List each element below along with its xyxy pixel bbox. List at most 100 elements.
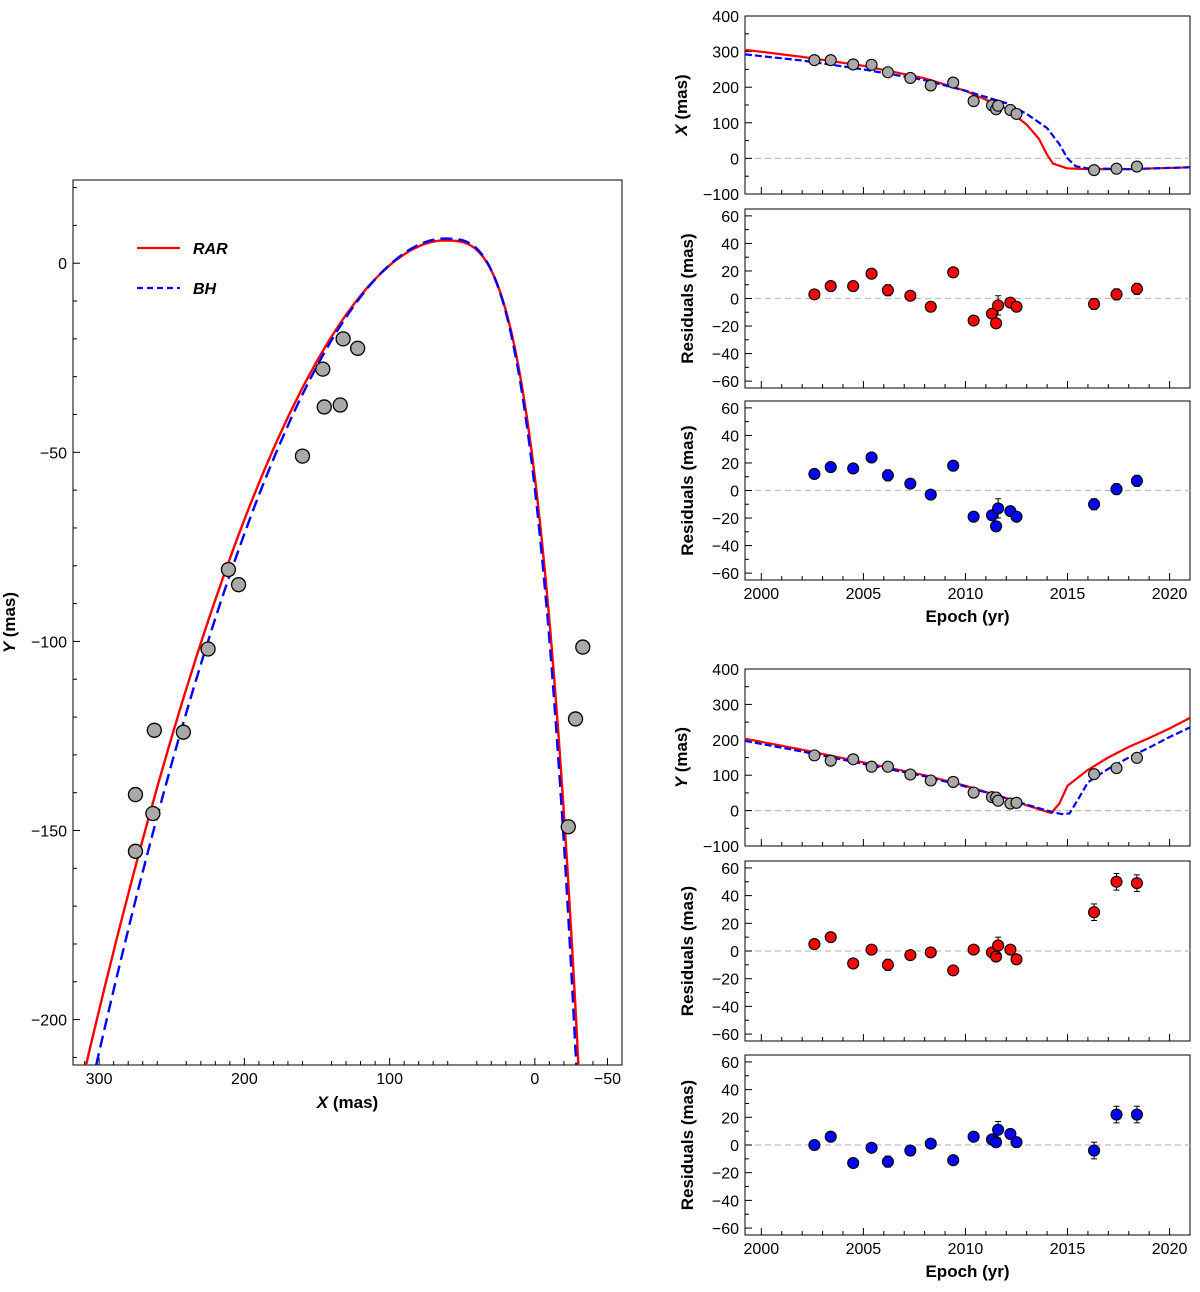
x-vs-epoch-data-point [924, 79, 937, 92]
y-residuals-bh-data-point [1110, 1108, 1123, 1121]
orbit-data-point [230, 577, 247, 593]
y-residuals-bh-data-point [881, 1155, 894, 1168]
y-residuals-bh-xtick-label: 2020 [1152, 1241, 1188, 1258]
y-residuals-bh-xlabel: Epoch (yr) [925, 1262, 1009, 1281]
orbit-data-point [220, 561, 237, 578]
y-vs-epoch-ylabel-var: Y [672, 772, 691, 788]
y-vs-epoch-data-point [1110, 762, 1123, 775]
x-residuals-bh-data-point [947, 459, 960, 472]
y-residuals-bh-data-point [947, 1154, 960, 1167]
y-residuals-rar-ytick-label: −20 [712, 972, 739, 989]
y-residuals-rar-data-point [904, 949, 917, 962]
orbit-data-point [567, 711, 584, 727]
x-residuals-rar-data-point [881, 284, 894, 297]
y-vs-epoch-ylabel-unit: (mas) [672, 727, 691, 772]
orbit-data-point [335, 331, 351, 347]
orbit-data-point [332, 397, 348, 413]
x-vs-epoch-curve-rar [745, 48, 1190, 171]
x-residuals-bh-data-point [881, 469, 894, 482]
x-residuals-bh-data-point [1010, 510, 1023, 523]
y-vs-epoch-curve-bh [745, 726, 1190, 816]
orbit-curve-bh [95, 237, 578, 1065]
y-residuals-rar-data-point [1010, 953, 1023, 966]
orbit-ylabel: Y (mas) [0, 592, 19, 653]
orbit-ytick-label: 0 [58, 256, 67, 273]
y-vs-epoch-ytick-label: 400 [712, 662, 739, 679]
x-residuals-rar-ytick-label: −20 [712, 319, 739, 336]
x-residuals-rar-data-point [808, 288, 821, 301]
y-residuals-rar-data-point [992, 939, 1005, 952]
y-residuals-bh-data-point [1010, 1136, 1023, 1149]
orbit-data-point [315, 361, 331, 377]
orbit-xtick-label: 0 [530, 1071, 539, 1088]
x-residuals-bh-ytick-label: 20 [721, 456, 739, 473]
x-residuals-bh-data-point [924, 488, 937, 501]
x-vs-epoch-ylabel-var: X [672, 120, 691, 137]
x-residuals-rar-data-point [865, 267, 878, 280]
x-residuals-bh-xtick-label: 2000 [744, 586, 780, 603]
x-residuals-bh-data-point [1110, 483, 1123, 496]
y-vs-epoch-data-point [947, 775, 960, 788]
orbit-frame [72, 179, 623, 1066]
y-vs-epoch-data-point [992, 794, 1005, 807]
x-residuals-bh-ytick-label: 0 [730, 484, 739, 501]
y-vs-epoch-ytick-label: 200 [712, 733, 739, 750]
x-vs-epoch-data-point [904, 71, 917, 84]
x-vs-epoch-plot: 400 300 200 100 0 −100 X (mas) [672, 9, 1191, 204]
y-vs-epoch-ytick-label: −100 [703, 839, 739, 856]
x-residuals-rar-data-point [967, 314, 980, 327]
y-vs-epoch-plot: 400 300 200 100 0 −100 Y (mas) [672, 662, 1191, 856]
legend-label-rar: RAR [193, 241, 228, 258]
x-residuals-bh-xtick-label: 2005 [846, 586, 882, 603]
y-vs-epoch-data-point [1088, 768, 1101, 781]
orbit-data-point [575, 639, 591, 655]
x-residuals-bh-data-point [992, 502, 1005, 515]
orbit-data-point [146, 722, 162, 738]
x-residuals-bh-data-point [1130, 474, 1143, 487]
y-residuals-bh-plot: 2000 2005 2010 2015 2020 60 40 20 0 −20 −40 −60 Resi… [678, 1054, 1191, 1281]
x-residuals-rar-ytick-label: −40 [712, 347, 739, 364]
x-residuals-rar-data-point [847, 280, 860, 293]
x-residuals-bh-data-point [808, 467, 821, 481]
y-residuals-bh-xtick-label: 2015 [1050, 1241, 1086, 1258]
x-vs-epoch-ytick-label: 200 [712, 80, 739, 97]
orbit-data-point [316, 399, 332, 415]
y-residuals-bh-ytick-label: 20 [721, 1110, 739, 1127]
orbit-xtick-label: 300 [86, 1071, 113, 1088]
y-residuals-rar-data-point [990, 950, 1003, 963]
y-vs-epoch-ytick-label: 100 [712, 768, 739, 785]
x-vs-epoch-ylabel-unit: (mas) [672, 74, 691, 119]
x-residuals-rar-ytick-label: 60 [721, 209, 739, 226]
x-residuals-bh-ytick-label: 60 [721, 401, 739, 418]
y-residuals-bh-ylabel: Residuals (mas) [678, 1080, 697, 1210]
y-vs-epoch-data-point [808, 749, 821, 762]
x-residuals-bh-ytick-label: −60 [712, 566, 739, 583]
y-residuals-rar-ytick-label: −40 [712, 999, 739, 1016]
y-vs-epoch-data-point [904, 768, 917, 781]
y-residuals-rar-data-point [1004, 943, 1017, 956]
y-residuals-bh-ytick-label: 0 [730, 1138, 739, 1155]
x-residuals-bh-ytick-label: −40 [712, 539, 739, 556]
x-residuals-bh-data-point [967, 510, 980, 523]
y-residuals-bh-data-point [824, 1130, 837, 1143]
x-vs-epoch-data-point [992, 99, 1005, 112]
y-residuals-bh-data-point [904, 1144, 917, 1157]
y-residuals-rar-ytick-label: 40 [721, 889, 739, 906]
x-residuals-bh-data-point [904, 477, 917, 490]
y-residuals-rar-plot: 60 40 20 0 −20 −40 −60 Residuals (mas) [678, 860, 1191, 1044]
x-residuals-rar-data-point [990, 317, 1003, 330]
x-residuals-rar-ylabel: Residuals (mas) [678, 233, 697, 363]
y-residuals-bh-ytick-label: −60 [712, 1221, 739, 1238]
y-residuals-rar-ytick-label: 60 [721, 861, 739, 878]
x-vs-epoch-curve-bh [745, 53, 1190, 171]
legend-label-bh: BH [193, 281, 217, 298]
x-residuals-rar-data-point [924, 300, 937, 313]
y-vs-epoch-ytick-label: 300 [712, 697, 739, 714]
y-vs-epoch-data-point [967, 786, 980, 799]
y-residuals-rar-data-point [808, 938, 821, 951]
x-residuals-rar-data-point [947, 266, 960, 279]
x-vs-epoch-data-point [1010, 107, 1023, 120]
x-residuals-bh-xtick-label: 2010 [948, 586, 984, 603]
